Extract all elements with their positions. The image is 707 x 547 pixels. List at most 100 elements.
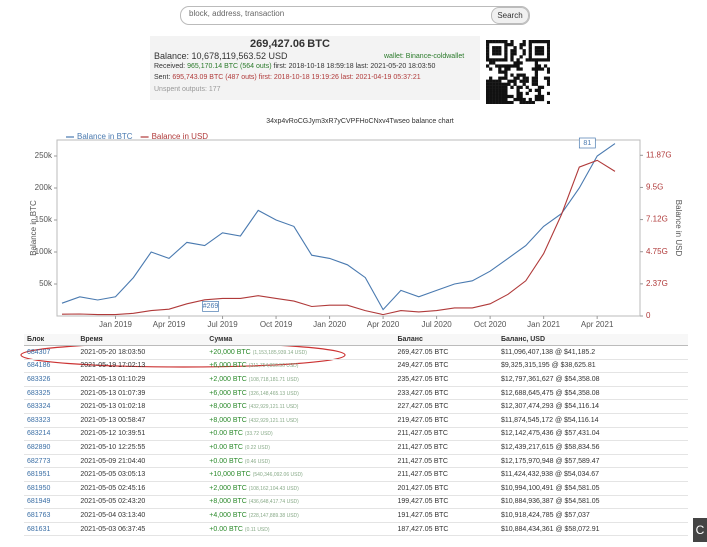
- qr-module: [510, 79, 514, 83]
- qr-module: [528, 58, 532, 62]
- y2-tick-label: 11.87G: [646, 150, 672, 159]
- qr-module: [498, 70, 502, 74]
- cell-amount: +20,000 BTC (1,153,185,939.14 USD): [206, 345, 395, 360]
- qr-module: [540, 97, 545, 102]
- qr-module: [546, 100, 550, 104]
- table-row: 683214 2021-05-12 10:39:51 +0.00 BTC (33.7…: [24, 427, 688, 442]
- qr-module: [516, 88, 520, 93]
- qr-module: [492, 79, 496, 83]
- qr-module: [546, 52, 550, 56]
- cell-balance-usd: $12,797,361,627 @ $54,358.08: [497, 372, 688, 387]
- cell-time: 2021-05-09 21:04:40: [77, 454, 207, 469]
- cell-balance: 201,427.05 BTC: [394, 481, 498, 496]
- search-box[interactable]: block, address, transaction Search: [180, 6, 530, 25]
- qr-module: [543, 64, 548, 68]
- unspent: Unspent outputs: 177: [154, 86, 221, 93]
- qr-module: [492, 46, 496, 50]
- qr-module: [540, 85, 545, 89]
- qr-module: [513, 46, 517, 50]
- cell-block: 682773: [24, 454, 78, 469]
- y2-tick-label: 2.37G: [646, 279, 668, 288]
- block-link[interactable]: 683323: [27, 416, 51, 424]
- qr-module: [507, 82, 511, 86]
- qr-module: [504, 67, 508, 71]
- y2-tick-label: 0: [646, 311, 651, 320]
- qr-module: [495, 64, 499, 68]
- corner-badge[interactable]: C: [693, 518, 707, 542]
- cell-block: 684307: [24, 345, 78, 360]
- qr-module: [501, 76, 505, 80]
- qr-module: [537, 67, 542, 71]
- qr-module: [522, 76, 526, 80]
- block-link[interactable]: 681763: [27, 511, 51, 519]
- qr-module: [528, 46, 532, 50]
- qr-module: [489, 100, 493, 104]
- cell-balance-usd: $12,175,970,948 @ $57,589.47: [497, 454, 688, 469]
- block-link[interactable]: 681950: [27, 484, 51, 492]
- cell-balance-usd: $10,884,434,361 @ $58,072.91: [497, 522, 688, 537]
- block-link[interactable]: 683214: [27, 430, 51, 438]
- qr-module: [501, 58, 505, 62]
- amount-btc: +0.00 BTC: [209, 457, 243, 465]
- qr-module: [501, 100, 505, 104]
- qr-module: [516, 97, 520, 102]
- cell-balance: 233,427.05 BTC: [394, 386, 498, 401]
- block-link[interactable]: 681949: [27, 498, 51, 506]
- wallet[interactable]: wallet: Binance-coldwallet: [384, 53, 465, 60]
- x-tick-label: Jul 2019: [207, 320, 238, 329]
- label: Sent:: [154, 74, 171, 81]
- block-link[interactable]: 684307: [27, 348, 51, 356]
- block-link[interactable]: 684186: [27, 362, 51, 370]
- qr-module: [522, 52, 526, 56]
- amount-usd: (0.11 USD): [244, 526, 270, 533]
- block-link[interactable]: 683325: [27, 389, 51, 397]
- qr-module: [498, 79, 502, 83]
- block-link[interactable]: 681631: [27, 525, 51, 533]
- received-row: Received: 965,170.14 BTC (564 outs) firs…: [154, 63, 435, 70]
- amount-btc: +0.00 BTC: [209, 443, 243, 451]
- qr-module: [486, 91, 490, 96]
- qr-module: [537, 49, 542, 53]
- qr-module: [522, 82, 526, 86]
- block-link[interactable]: 682890: [27, 443, 51, 451]
- table-row: 681951 2021-05-05 03:05:13 +10,000 BTC (54…: [24, 467, 688, 482]
- qr-module: [513, 82, 517, 86]
- qr-module: [498, 46, 502, 50]
- qr-module: [501, 97, 505, 102]
- amount-usd: (432,929,121.11 USD): [248, 404, 299, 411]
- qr-module: [510, 55, 514, 59]
- qr-module: [531, 58, 535, 62]
- qr-module: [489, 79, 493, 83]
- cell-balance: 249,427.05 BTC: [394, 359, 498, 374]
- qr-module: [546, 67, 550, 71]
- annotation: 81: [583, 140, 591, 147]
- sent-first: first: 2018-10-18 19:19:26: [258, 74, 339, 81]
- received-last: last: 2021-05-20 18:03:50: [355, 63, 436, 70]
- cell-balance: 211,427.05 BTC: [394, 440, 498, 455]
- cell-time: 2021-05-12 10:39:51: [77, 427, 207, 442]
- qr-module: [501, 82, 505, 86]
- search-input[interactable]: block, address, transaction: [189, 9, 285, 18]
- block-link[interactable]: 683326: [27, 375, 51, 383]
- block-link[interactable]: 681951: [27, 471, 51, 479]
- amount-usd: (228,147,889.38 USD): [248, 512, 299, 519]
- qr-module: [522, 49, 526, 53]
- qr-module: [489, 61, 493, 65]
- block-link[interactable]: 682773: [27, 457, 51, 465]
- qr-module: [504, 46, 508, 50]
- amount-btc: +2,000 BTC: [209, 375, 247, 383]
- y2-tick-label: 7.12G: [646, 215, 668, 224]
- qr-module: [531, 67, 535, 71]
- qr-module: [498, 76, 502, 80]
- cell-time: 2021-05-13 00:58:47: [77, 413, 207, 428]
- amount-btc: +4,000 BTC: [209, 511, 247, 519]
- search-button[interactable]: Search: [491, 7, 529, 24]
- cell-time: 2021-05-03 06:37:45: [77, 522, 207, 537]
- cell-balance-usd: $11,874,545,172 @ $54,116.14: [497, 413, 688, 428]
- block-link[interactable]: 683324: [27, 403, 51, 411]
- qr-module: [534, 64, 539, 68]
- cell-amount: +0.00 BTC (0.46 USD): [206, 454, 395, 469]
- qr-module: [519, 94, 523, 99]
- amount-usd: (326,148,465.13 USD): [248, 390, 299, 397]
- cell-time: 2021-05-13 01:02:18: [77, 399, 207, 414]
